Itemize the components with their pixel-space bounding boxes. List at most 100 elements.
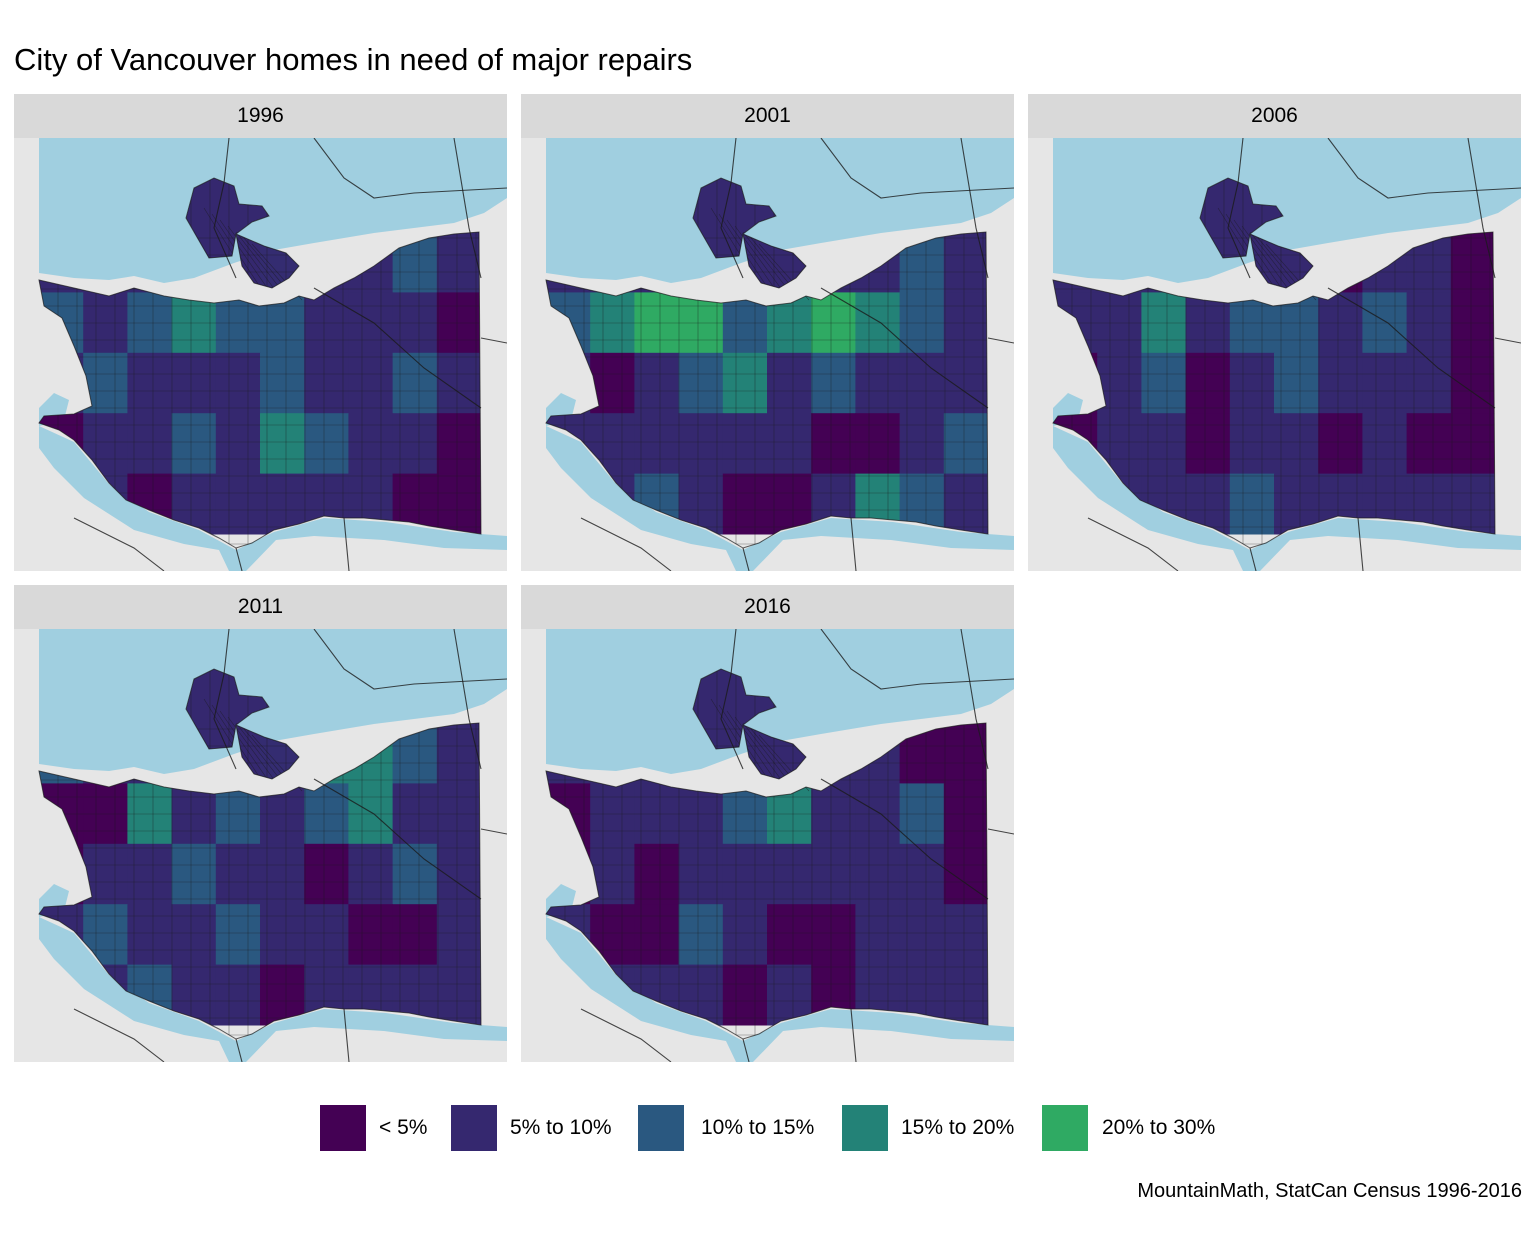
tract-cell: [171, 904, 217, 966]
tract-cell: [171, 843, 217, 905]
tract-cell: [943, 843, 988, 905]
tract-cell: [811, 843, 856, 905]
tract-cell: [436, 964, 481, 1026]
major-roads: [580, 629, 1014, 1062]
tract-cell: [215, 352, 261, 414]
tract-cell: [436, 413, 481, 475]
tract-cell: [1406, 413, 1452, 475]
tract-cell: [1362, 352, 1408, 414]
fraser-river-water: [546, 426, 1014, 571]
tract-cell: [678, 352, 724, 414]
tract-cell: [943, 352, 988, 414]
legend-label: 5% to 10%: [510, 1116, 612, 1139]
tract-cell: [855, 352, 901, 414]
land-strip: [521, 278, 546, 571]
tract-cell: [171, 413, 217, 475]
land-strip: [1028, 278, 1053, 571]
major-roads: [1087, 138, 1521, 571]
facet-label: 2006: [1028, 94, 1521, 138]
legend-key: [638, 1105, 684, 1151]
map-canvas: [521, 138, 1014, 571]
burrard-inlet-water: [1053, 138, 1521, 283]
tract-cell: [436, 723, 481, 784]
tract-cell: [943, 473, 988, 535]
tract-cell: [767, 352, 812, 414]
tract-cell: [1450, 352, 1495, 414]
chart-title: City of Vancouver homes in need of major…: [14, 42, 693, 77]
tract-cell: [1318, 352, 1363, 414]
facet-label: 2016: [521, 585, 1014, 629]
tract-cell: [392, 843, 438, 905]
tract-cell: [127, 843, 173, 905]
map-panel-1996: 1996: [14, 94, 507, 571]
tract-cell: [392, 413, 438, 475]
tract-cell: [171, 352, 217, 414]
tract-cell: [678, 413, 724, 475]
tract-cell: [811, 413, 856, 475]
map-canvas: [14, 138, 507, 571]
map-canvas: [14, 629, 507, 1062]
facet-label: 2001: [521, 94, 1014, 138]
tract-cell: [215, 843, 261, 905]
map-svg: [1028, 138, 1521, 571]
tract-cell: [899, 413, 945, 475]
tract-cell: [304, 352, 349, 414]
tract-cell: [436, 352, 481, 414]
legend-label: 10% to 15%: [701, 1116, 815, 1139]
tract-cell: [634, 904, 680, 966]
tract-cell: [260, 352, 305, 414]
legend-key: [842, 1105, 888, 1151]
tract-cell: [1141, 352, 1187, 414]
map-panel-2016: 2016: [521, 585, 1014, 1062]
tract-cell: [304, 904, 349, 966]
tract-cell: [1450, 413, 1495, 475]
tract-cell: [127, 413, 173, 475]
map-canvas: [1028, 138, 1521, 571]
tract-cell: [348, 413, 394, 475]
tract-cell: [722, 352, 768, 414]
tract-cell: [260, 843, 305, 905]
tract-cell: [943, 232, 988, 293]
tract-cell: [1450, 232, 1495, 293]
tract-cell: [436, 904, 481, 966]
burrard-inlet-water: [546, 138, 1014, 283]
tract-cell: [215, 473, 261, 535]
tract-cell: [943, 413, 988, 475]
major-roads: [580, 138, 1014, 571]
tract-cell: [348, 904, 394, 966]
burrard-inlet-water: [39, 138, 507, 283]
fraser-river-water: [39, 917, 507, 1062]
tract-cell: [260, 413, 305, 475]
tract-cell: [436, 473, 481, 535]
legend-label: 20% to 30%: [1102, 1116, 1216, 1139]
burrard-inlet-water: [546, 629, 1014, 774]
tract-cell: [260, 904, 305, 966]
tract-cell: [767, 413, 812, 475]
tract-cell: [634, 413, 680, 475]
tract-cell: [943, 964, 988, 1026]
tract-cell: [722, 413, 768, 475]
legend-label: < 5%: [379, 1116, 428, 1139]
tract-cell: [1274, 352, 1319, 414]
tract-cell: [722, 843, 768, 905]
burrard-inlet-water: [39, 629, 507, 774]
tract-cell: [1185, 413, 1231, 475]
map-panel-2006: 2006: [1028, 94, 1521, 571]
tract-cell: [634, 843, 680, 905]
major-roads: [73, 629, 507, 1062]
tract-cell: [855, 843, 901, 905]
fraser-river-water: [39, 426, 507, 571]
tract-cell: [855, 904, 901, 966]
map-panel-2011: 2011: [14, 585, 507, 1062]
tract-cell: [348, 352, 394, 414]
tract-cell: [811, 352, 856, 414]
map-svg: [14, 138, 507, 571]
tract-cell: [348, 843, 394, 905]
tract-cell: [943, 723, 988, 784]
tract-cell: [392, 352, 438, 414]
land-strip: [14, 278, 39, 571]
tract-cell: [1229, 413, 1275, 475]
tract-cell: [304, 843, 349, 905]
tract-cell: [1274, 413, 1319, 475]
fraser-river-water: [1053, 426, 1521, 571]
